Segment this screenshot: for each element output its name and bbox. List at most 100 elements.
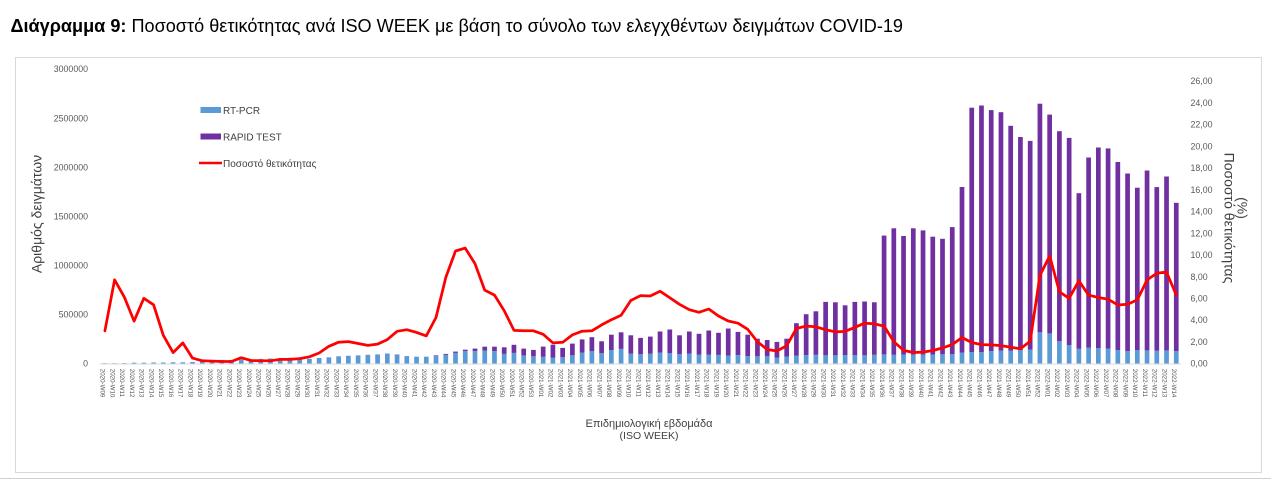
svg-text:22,00: 22,00 xyxy=(1191,120,1213,130)
svg-text:RAPID TEST: RAPID TEST xyxy=(223,132,282,143)
svg-text:Ποσοστό θετικότητας: Ποσοστό θετικότητας xyxy=(223,158,317,170)
svg-text:2020-W53: 2020-W53 xyxy=(527,369,534,398)
svg-text:2020-W16: 2020-W16 xyxy=(167,369,174,398)
svg-text:2020-W22: 2020-W22 xyxy=(225,369,232,398)
svg-text:2021-W35: 2021-W35 xyxy=(868,369,875,398)
svg-text:18,00: 18,00 xyxy=(1191,163,1213,173)
svg-text:2021-W45: 2021-W45 xyxy=(966,369,973,398)
svg-text:2021-W13: 2021-W13 xyxy=(654,369,661,398)
svg-text:2021-W08: 2021-W08 xyxy=(605,369,612,398)
svg-text:2022-W10: 2022-W10 xyxy=(1131,369,1138,398)
svg-text:2020-W30: 2020-W30 xyxy=(303,369,310,398)
svg-text:2020-W39: 2020-W39 xyxy=(391,369,398,398)
svg-text:8,00: 8,00 xyxy=(1191,272,1208,282)
svg-text:2021-W38: 2021-W38 xyxy=(897,369,904,398)
svg-text:RT-PCR: RT-PCR xyxy=(223,106,260,117)
svg-text:2021-W23: 2021-W23 xyxy=(751,369,758,398)
svg-text:2021-W47: 2021-W47 xyxy=(985,369,992,398)
svg-text:2500000: 2500000 xyxy=(54,113,88,123)
svg-text:2022-W03: 2022-W03 xyxy=(1063,369,1070,398)
svg-text:2021-W34: 2021-W34 xyxy=(858,369,865,398)
svg-text:Αριθμός δειγμάτων: Αριθμός δειγμάτων xyxy=(29,155,45,273)
svg-text:26,00: 26,00 xyxy=(1191,76,1213,86)
svg-text:2020-W25: 2020-W25 xyxy=(255,369,262,398)
svg-text:12,00: 12,00 xyxy=(1191,228,1213,238)
svg-text:2020-W36: 2020-W36 xyxy=(362,369,369,398)
svg-text:2020-W15: 2020-W15 xyxy=(157,369,164,398)
svg-text:2020-W33: 2020-W33 xyxy=(332,369,339,398)
svg-text:2020-W43: 2020-W43 xyxy=(430,369,437,398)
svg-text:2021-W51: 2021-W51 xyxy=(1024,369,1031,398)
svg-text:2020-W24: 2020-W24 xyxy=(245,369,252,398)
svg-text:2021-W16: 2021-W16 xyxy=(683,369,690,398)
svg-text:2020-W09: 2020-W09 xyxy=(99,369,106,398)
svg-text:2021-W29: 2021-W29 xyxy=(810,369,817,398)
svg-text:2021-W28: 2021-W28 xyxy=(800,369,807,398)
svg-text:2021-W48: 2021-W48 xyxy=(995,369,1002,398)
svg-text:2020-W48: 2020-W48 xyxy=(479,369,486,398)
svg-text:500000: 500000 xyxy=(59,310,88,320)
svg-text:2021-W21: 2021-W21 xyxy=(732,369,739,398)
svg-text:2022-W08: 2022-W08 xyxy=(1112,369,1119,398)
svg-text:2020-W31: 2020-W31 xyxy=(313,369,320,398)
svg-text:2020-W42: 2020-W42 xyxy=(420,369,427,398)
svg-text:2021-W22: 2021-W22 xyxy=(742,369,749,398)
svg-text:2021-W36: 2021-W36 xyxy=(878,369,885,398)
svg-text:2020-W45: 2020-W45 xyxy=(449,369,456,398)
svg-text:2021-W42: 2021-W42 xyxy=(936,369,943,398)
svg-text:2021-W20: 2021-W20 xyxy=(722,369,729,398)
svg-text:2022-W02: 2022-W02 xyxy=(1053,369,1060,398)
svg-text:2022-W04: 2022-W04 xyxy=(1073,369,1080,398)
svg-text:2020-W40: 2020-W40 xyxy=(401,369,408,398)
svg-text:1500000: 1500000 xyxy=(54,212,88,222)
svg-text:2021-W19: 2021-W19 xyxy=(712,369,719,398)
svg-text:2020-W21: 2020-W21 xyxy=(216,369,223,398)
svg-text:2021-W41: 2021-W41 xyxy=(927,369,934,398)
svg-text:2022-W05: 2022-W05 xyxy=(1082,369,1089,398)
svg-text:2020-W32: 2020-W32 xyxy=(323,369,330,398)
svg-text:2021-W31: 2021-W31 xyxy=(829,369,836,398)
svg-text:2021-W24: 2021-W24 xyxy=(761,369,768,398)
svg-text:2020-W12: 2020-W12 xyxy=(128,369,135,398)
svg-text:2022-W14: 2022-W14 xyxy=(1170,369,1177,398)
svg-text:3000000: 3000000 xyxy=(54,64,88,74)
svg-text:14,00: 14,00 xyxy=(1191,207,1213,217)
svg-text:2021-W30: 2021-W30 xyxy=(819,369,826,398)
svg-text:Διάγραμμα 9: Ποσοστό θετικότητ: Διάγραμμα 9: Ποσοστό θετικότητας ανά ISO… xyxy=(11,16,904,36)
svg-text:2022-W09: 2022-W09 xyxy=(1121,369,1128,398)
svg-text:2020-W27: 2020-W27 xyxy=(274,369,281,398)
svg-text:2021-W50: 2021-W50 xyxy=(1014,369,1021,398)
svg-text:2020-W11: 2020-W11 xyxy=(118,369,125,398)
svg-text:6,00: 6,00 xyxy=(1191,294,1208,304)
svg-text:2021-W25: 2021-W25 xyxy=(771,369,778,398)
svg-text:1000000: 1000000 xyxy=(54,261,88,271)
svg-text:2020-W35: 2020-W35 xyxy=(352,369,359,398)
svg-text:2021-W52: 2021-W52 xyxy=(1034,369,1041,398)
svg-text:4,00: 4,00 xyxy=(1191,315,1208,325)
svg-text:2020-W49: 2020-W49 xyxy=(488,369,495,398)
svg-text:Ποσοστό θετικότητας: Ποσοστό θετικότητας xyxy=(1221,153,1237,284)
svg-text:2020-W46: 2020-W46 xyxy=(459,369,466,398)
svg-text:2021-W10: 2021-W10 xyxy=(625,369,632,398)
svg-text:2022-W13: 2022-W13 xyxy=(1160,369,1167,398)
svg-text:24,00: 24,00 xyxy=(1191,98,1213,108)
svg-text:2022-W01: 2022-W01 xyxy=(1043,369,1050,398)
svg-text:2021-W49: 2021-W49 xyxy=(1004,369,1011,398)
svg-text:2021-W27: 2021-W27 xyxy=(790,369,797,398)
svg-text:(ISO WEEK): (ISO WEEK) xyxy=(620,430,679,442)
svg-text:2022-W07: 2022-W07 xyxy=(1102,369,1109,398)
svg-text:2021-W39: 2021-W39 xyxy=(907,369,914,398)
svg-text:2021-W46: 2021-W46 xyxy=(975,369,982,398)
svg-text:2020-W19: 2020-W19 xyxy=(196,369,203,398)
svg-text:20,00: 20,00 xyxy=(1191,141,1213,151)
svg-text:2020-W34: 2020-W34 xyxy=(342,369,349,398)
svg-text:2021-W04: 2021-W04 xyxy=(566,369,573,398)
svg-text:2000000: 2000000 xyxy=(54,162,88,172)
svg-text:2020-W44: 2020-W44 xyxy=(440,369,447,398)
svg-text:2021-W06: 2021-W06 xyxy=(586,369,593,398)
svg-text:2020-W41: 2020-W41 xyxy=(410,369,417,398)
svg-text:2020-W18: 2020-W18 xyxy=(186,369,193,398)
svg-text:2021-W17: 2021-W17 xyxy=(693,369,700,398)
svg-text:2021-W11: 2021-W11 xyxy=(634,369,641,398)
svg-text:2020-W28: 2020-W28 xyxy=(284,369,291,398)
